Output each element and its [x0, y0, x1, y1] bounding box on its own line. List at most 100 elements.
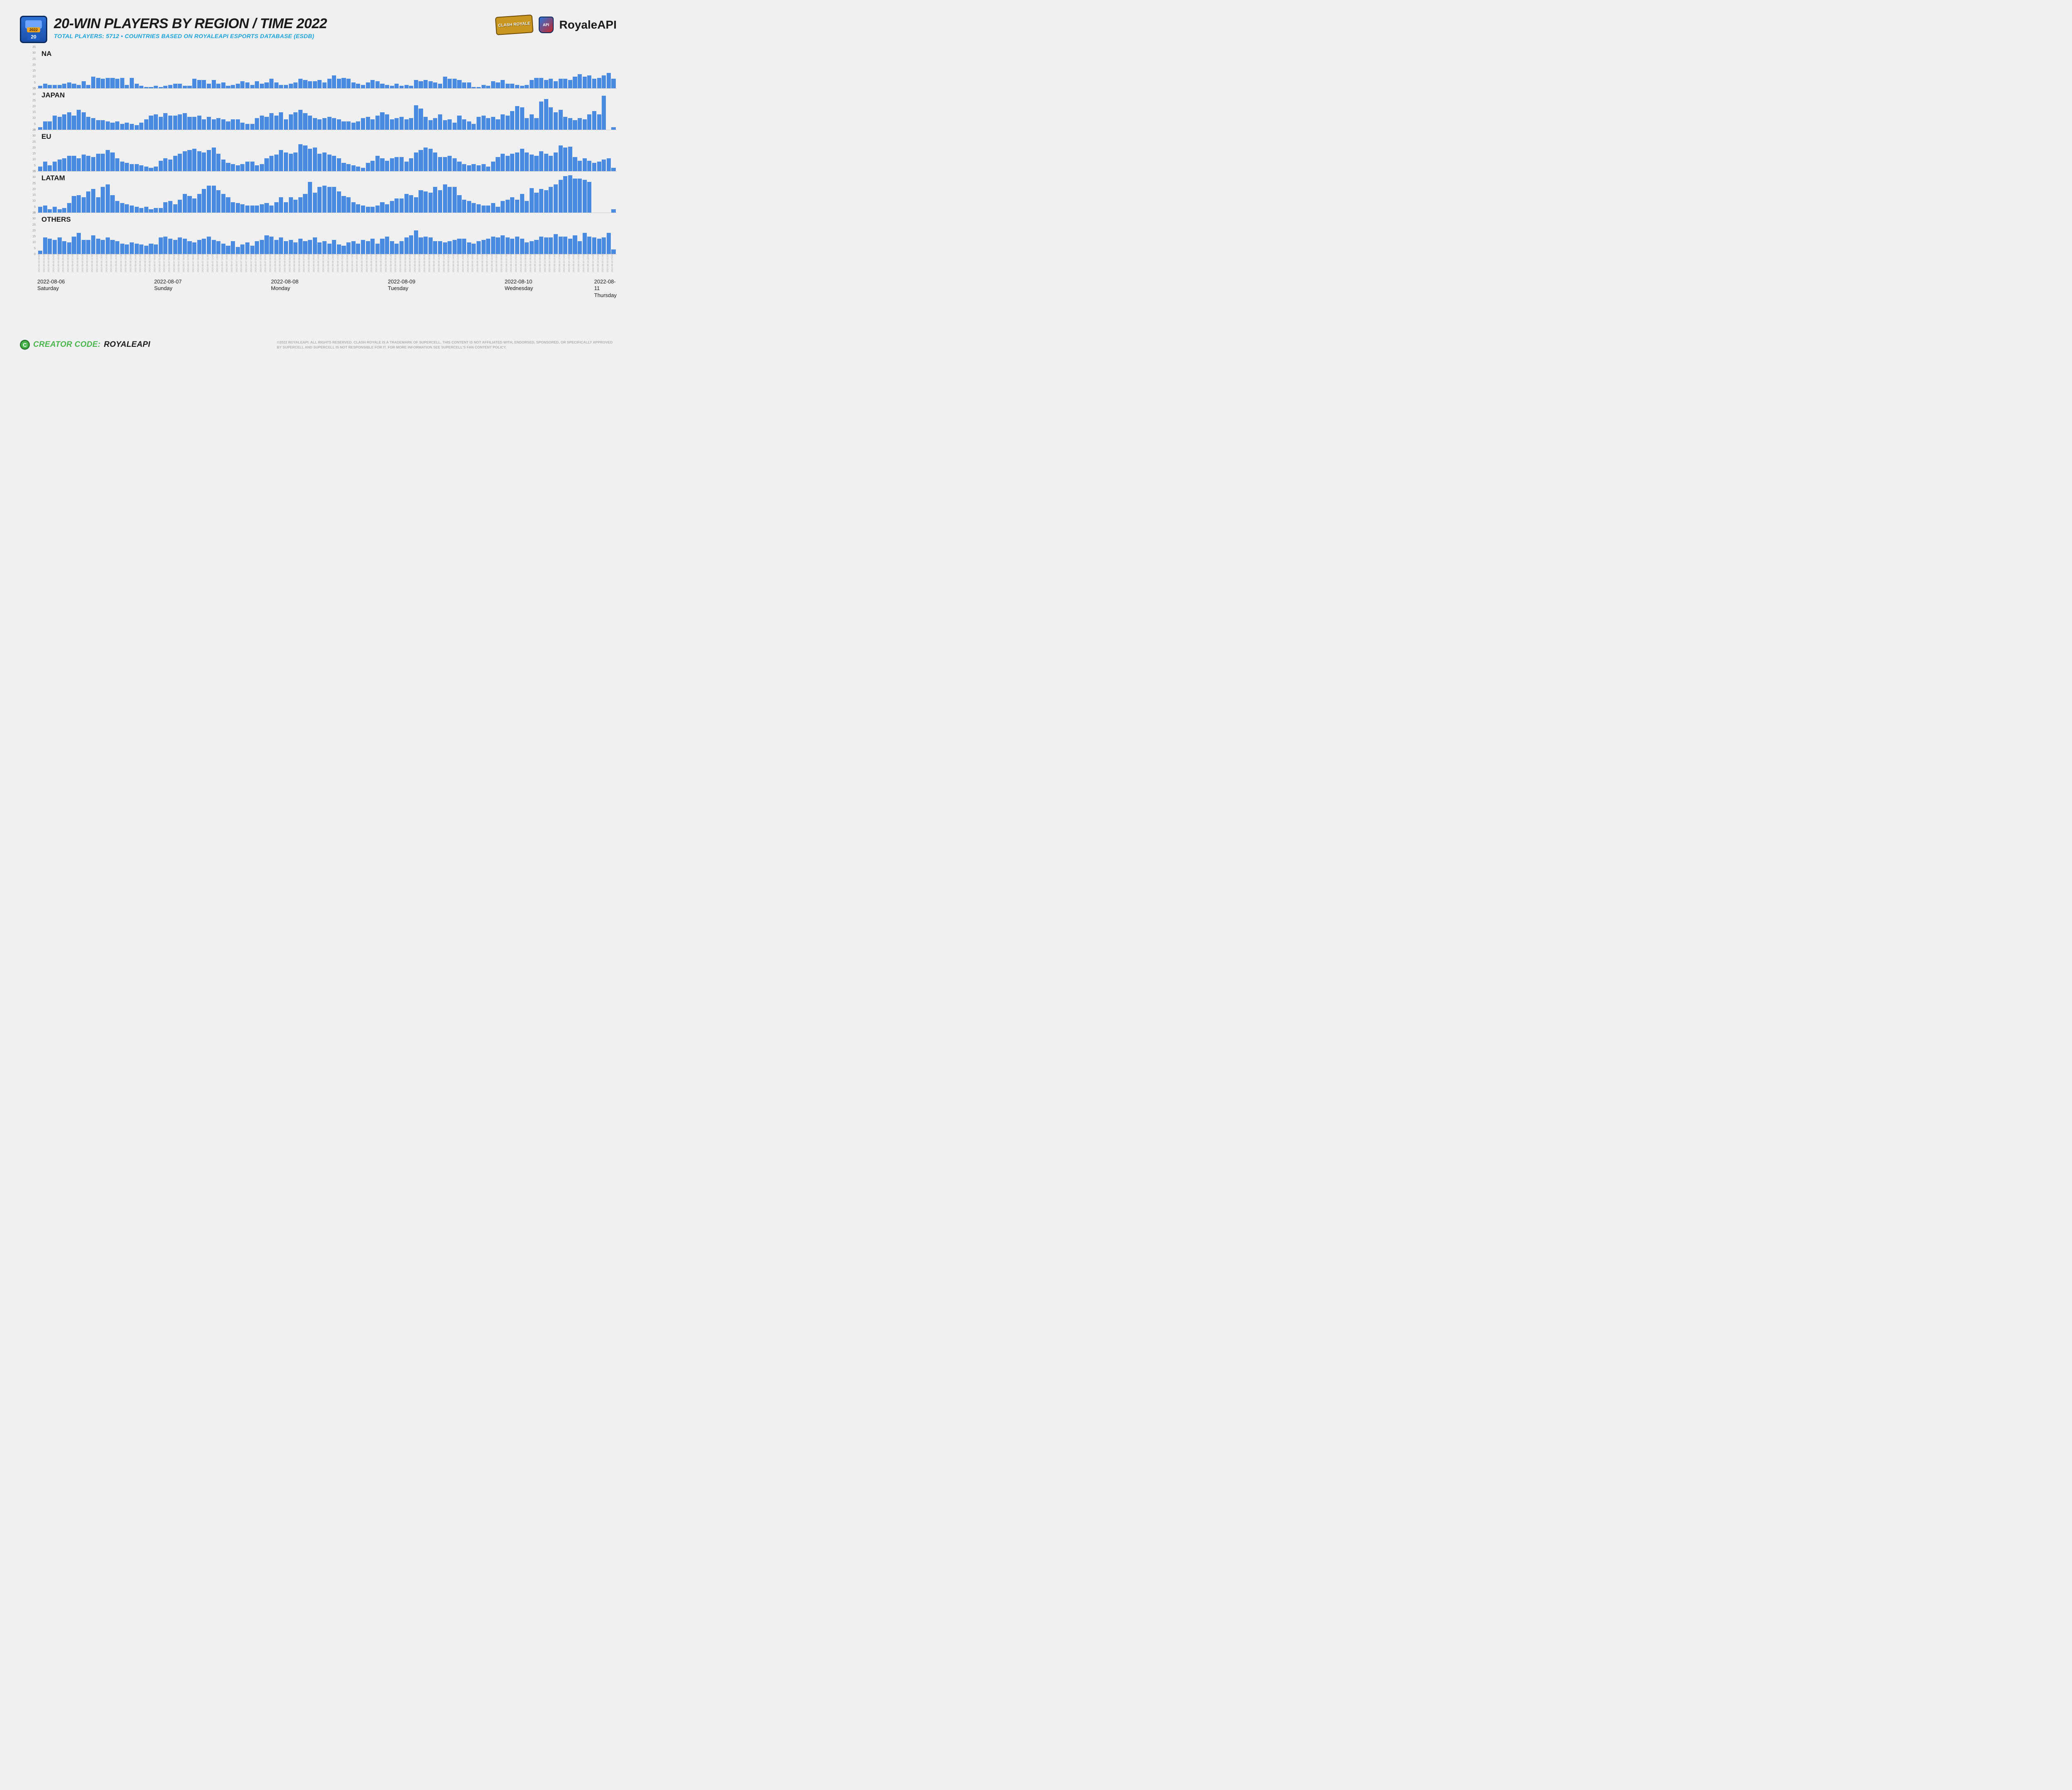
y-tick: 5 [34, 206, 36, 208]
bar [587, 114, 591, 130]
bar [573, 77, 577, 88]
bar [120, 203, 124, 213]
bar [96, 239, 100, 254]
bar [298, 110, 303, 130]
bar [313, 148, 317, 171]
bar [183, 239, 187, 254]
bar [375, 156, 380, 171]
creator-c-badge-icon: C [20, 340, 30, 350]
x-tick: 2022-08-06 23:00 [149, 254, 153, 274]
bar [216, 190, 220, 213]
bar [226, 121, 230, 130]
x-tick: 2022-08-08 17:00 [351, 254, 356, 274]
bar [482, 85, 486, 88]
bar [178, 154, 182, 171]
bar [462, 164, 466, 171]
bar [380, 84, 384, 88]
x-tick: 2022-08-07 06:00 [183, 254, 187, 274]
bar [317, 154, 322, 171]
bar [38, 127, 42, 130]
bar [48, 209, 52, 213]
bar [520, 86, 524, 88]
bar [269, 156, 274, 171]
bar [385, 161, 389, 171]
bar [501, 114, 505, 130]
bar [361, 206, 365, 213]
bar [385, 114, 389, 130]
x-tick: 2022-08-09 09:00 [428, 254, 433, 274]
bar [293, 200, 298, 213]
bars [37, 89, 617, 130]
bar [346, 197, 351, 213]
bar [428, 120, 433, 130]
x-tick: 2022-08-08 02:00 [279, 254, 283, 274]
bar [96, 78, 100, 88]
bar [399, 117, 404, 130]
bar [82, 240, 86, 254]
bar [486, 167, 490, 171]
bar [549, 107, 553, 130]
bar [366, 207, 370, 213]
x-tick: 2022-08-09 16:00 [462, 254, 466, 274]
y-tick: 30 [32, 93, 36, 96]
bar [163, 113, 167, 130]
bar [399, 86, 404, 88]
bar [351, 165, 356, 171]
bar [506, 200, 510, 213]
bar [303, 80, 307, 88]
bar [115, 121, 119, 130]
bar [559, 79, 563, 88]
bar [149, 116, 153, 130]
bar [477, 117, 481, 130]
bar [269, 113, 274, 130]
y-tick: 30 [32, 135, 36, 138]
y-tick: 10 [32, 158, 36, 161]
badge-year: 2022 [27, 27, 40, 32]
y-tick: 20 [32, 229, 36, 232]
x-tick: 2022-08-10 20:00 [597, 254, 601, 274]
bar [159, 161, 163, 171]
x-tick: 2022-08-10 21:00 [602, 254, 606, 274]
bar [361, 85, 365, 88]
bar [448, 79, 452, 88]
bar [82, 112, 86, 130]
bar [260, 240, 264, 254]
bar [491, 81, 495, 88]
bar [361, 118, 365, 130]
x-tick: 2022-08-06 14:00 [106, 254, 110, 274]
x-tick: 2022-08-09 03:00 [399, 254, 404, 274]
bar [250, 246, 254, 254]
x-tick: 2022-08-06 05:00 [62, 254, 66, 274]
bar [212, 119, 216, 130]
bar [399, 157, 404, 171]
bar [409, 158, 413, 171]
x-tick: 2022-08-07 04:00 [173, 254, 177, 274]
bar [395, 157, 399, 171]
bar [67, 203, 71, 213]
bar [250, 162, 254, 171]
bar [366, 82, 370, 88]
x-tick: 2022-08-10 07:00 [534, 254, 538, 274]
bar [424, 191, 428, 213]
bar [370, 207, 375, 213]
bar [395, 118, 399, 130]
bar [515, 85, 519, 88]
bar [332, 240, 336, 254]
bar [115, 158, 119, 171]
bar [115, 201, 119, 213]
bar [539, 237, 543, 254]
bar [255, 165, 259, 171]
bar [38, 251, 42, 254]
x-tick: 2022-08-10 14:00 [568, 254, 572, 274]
copyright-text: ©2022 ROYALEAPI. ALL RIGHTS RESERVED. CL… [277, 340, 617, 350]
y-tick: 25 [32, 58, 36, 60]
bar [187, 86, 191, 88]
bar [515, 152, 519, 171]
bar [72, 116, 76, 130]
bar [202, 189, 206, 213]
bar [212, 148, 216, 171]
bar [168, 116, 172, 130]
bar [587, 182, 591, 213]
x-ticks: 2022-08-06 00:002022-08-06 01:002022-08-… [37, 254, 617, 274]
bar [293, 242, 298, 254]
